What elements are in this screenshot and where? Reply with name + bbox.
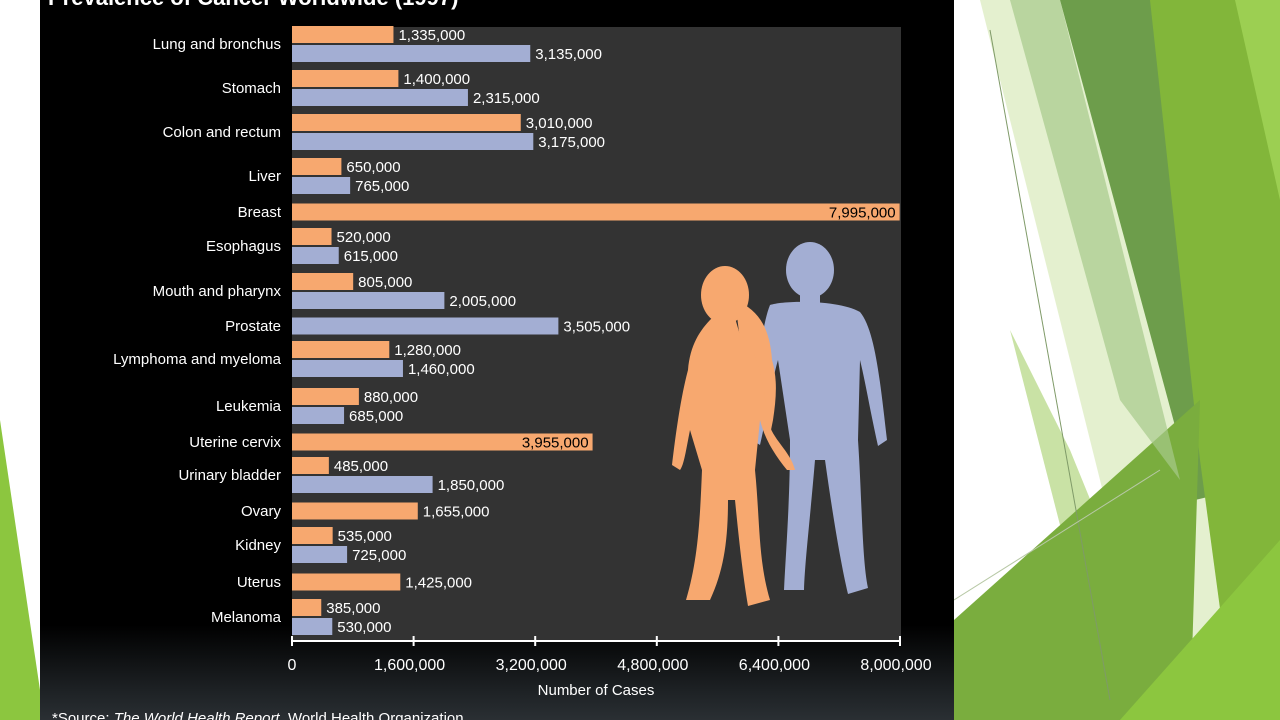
left-green-decoration xyxy=(0,420,40,720)
bar-female xyxy=(292,26,394,43)
category-label: Kidney xyxy=(235,537,281,554)
x-tick-label: 3,200,000 xyxy=(496,657,567,674)
data-label: 3,175,000 xyxy=(538,134,605,151)
data-label: 3,505,000 xyxy=(563,319,630,336)
data-label: 1,850,000 xyxy=(438,477,505,494)
data-label: 520,000 xyxy=(337,229,391,246)
bar-male xyxy=(292,89,468,106)
data-label: 1,655,000 xyxy=(423,504,490,521)
category-label: Breast xyxy=(238,204,282,221)
data-label: 1,280,000 xyxy=(394,342,461,359)
data-label: 2,315,000 xyxy=(473,90,540,107)
bar-female xyxy=(292,527,333,544)
bar-female xyxy=(292,388,359,405)
chart-title: Prevalence of Cancer Worldwide (1997) xyxy=(48,0,458,10)
bar-male xyxy=(292,292,445,309)
category-label: Ovary xyxy=(241,503,282,520)
bar-female xyxy=(292,228,332,245)
category-label: Lung and bronchus xyxy=(153,36,281,53)
category-labels: Lung and bronchus Stomach Colon and rectum… xyxy=(113,36,282,626)
x-tick-label: 4,800,000 xyxy=(617,657,688,674)
bar-female xyxy=(292,158,342,175)
bar-male xyxy=(292,177,351,194)
bar-female xyxy=(292,341,390,358)
bar-male xyxy=(292,133,534,150)
data-label: 385,000 xyxy=(326,600,380,617)
category-label: Uterine cervix xyxy=(189,434,281,451)
x-tick-label: 0 xyxy=(288,657,297,674)
data-label: 650,000 xyxy=(346,159,400,176)
category-label: Colon and rectum xyxy=(163,124,281,141)
x-tick-label: 1,600,000 xyxy=(374,657,445,674)
data-label: 535,000 xyxy=(338,528,392,545)
data-label: 1,460,000 xyxy=(408,361,475,378)
bar-female xyxy=(292,599,322,616)
bar-female xyxy=(292,114,521,131)
data-label: 1,335,000 xyxy=(398,27,465,44)
bar-male xyxy=(292,546,348,563)
data-label: 1,425,000 xyxy=(405,575,472,592)
bar-female xyxy=(292,573,401,591)
x-axis-label: Number of Cases xyxy=(538,682,655,699)
data-label: 3,135,000 xyxy=(535,46,602,63)
source-note: *Source: The World Health Report, World … xyxy=(52,710,464,720)
bar-female xyxy=(292,70,399,87)
x-axis: 0 1,600,000 3,200,000 4,800,000 6,400,000 8,0… xyxy=(288,636,932,674)
category-label: Esophagus xyxy=(206,238,281,255)
data-label: 2,005,000 xyxy=(449,293,516,310)
data-label: 7,995,000 xyxy=(829,205,896,222)
data-label: 615,000 xyxy=(344,248,398,265)
data-label: 1,400,000 xyxy=(403,71,470,88)
data-label: 685,000 xyxy=(349,408,403,425)
category-label: Uterus xyxy=(237,574,281,591)
bar-male xyxy=(292,476,433,493)
data-label: 3,955,000 xyxy=(522,435,589,452)
category-label: Urinary bladder xyxy=(178,467,281,484)
bar-female xyxy=(292,433,593,451)
data-label: 485,000 xyxy=(334,458,388,475)
x-tick-label: 8,000,000 xyxy=(860,657,931,674)
bar-chart: Prevalence of Cancer Worldwide (1997) 1,… xyxy=(48,0,932,720)
category-label: Liver xyxy=(248,168,281,185)
right-green-decoration xyxy=(954,0,1280,720)
category-label: Melanoma xyxy=(211,609,282,626)
bar-male xyxy=(292,45,531,62)
bar-male xyxy=(292,317,559,335)
male-silhouette xyxy=(752,242,887,594)
data-label: 725,000 xyxy=(352,547,406,564)
bar-female xyxy=(292,273,354,290)
category-label: Stomach xyxy=(222,80,281,97)
bar-male xyxy=(292,247,339,264)
female-silhouette xyxy=(672,266,795,606)
category-label: Leukemia xyxy=(216,398,282,415)
category-label: Prostate xyxy=(225,318,281,335)
bar-male xyxy=(292,618,333,635)
category-label: Lymphoma and myeloma xyxy=(113,351,282,368)
data-label: 3,010,000 xyxy=(526,115,593,132)
category-label: Mouth and pharynx xyxy=(153,283,282,300)
bar-female xyxy=(292,457,329,474)
data-label: 765,000 xyxy=(355,178,409,195)
data-label: 805,000 xyxy=(358,274,412,291)
data-label: 530,000 xyxy=(337,619,391,636)
bar-male xyxy=(292,407,345,424)
bar-female xyxy=(292,502,418,520)
bar-female xyxy=(292,203,900,221)
data-label: 880,000 xyxy=(364,389,418,406)
bar-male xyxy=(292,360,403,377)
x-tick-label: 6,400,000 xyxy=(739,657,810,674)
